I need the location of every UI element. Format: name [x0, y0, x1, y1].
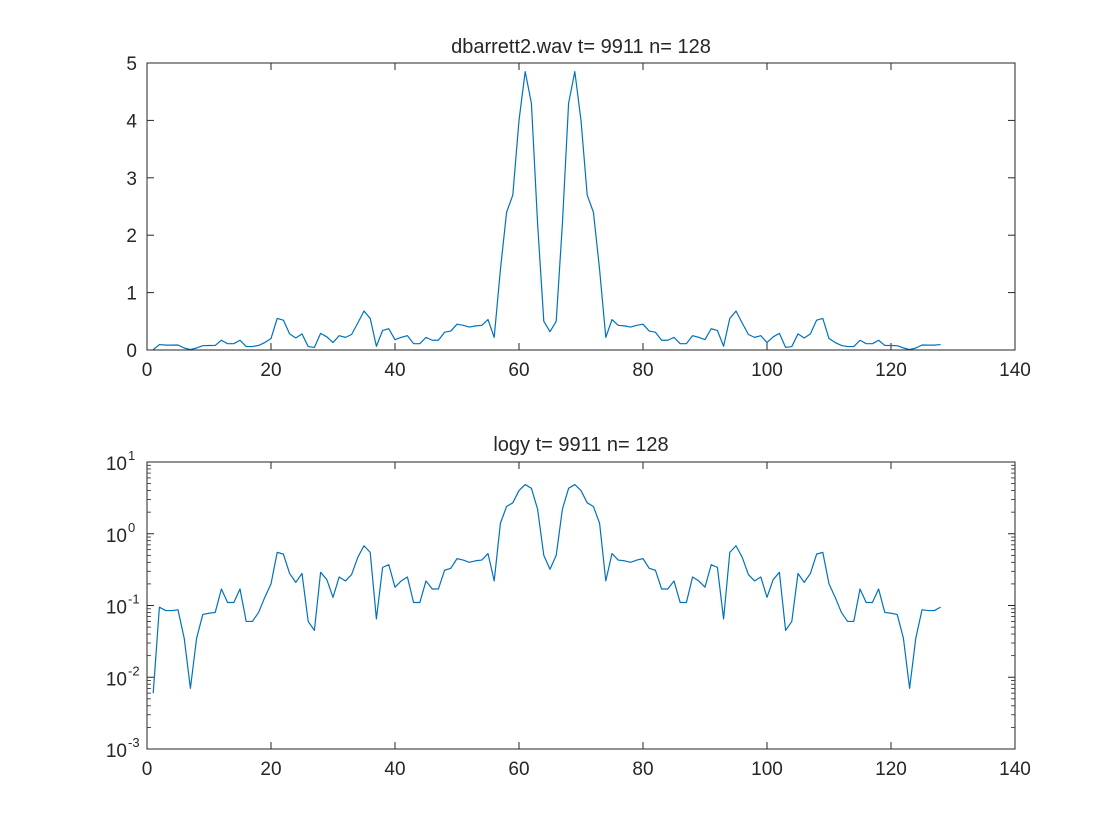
- bottom-x-tick-label: 140: [999, 759, 1031, 780]
- top-y-tick-label: 2: [126, 226, 137, 247]
- top-x-tick-label: 140: [999, 360, 1031, 381]
- top-y-tick-label: 4: [126, 111, 137, 132]
- bottom-y-tick-base: 10: [106, 741, 127, 762]
- bottom-x-tick-label: 20: [260, 759, 281, 780]
- bottom-x-tick-label: 100: [751, 759, 783, 780]
- bottom-x-tick-label: 40: [384, 759, 405, 780]
- bottom-axes-box: [146, 461, 1016, 750]
- bottom-x-tick-label: 120: [875, 759, 907, 780]
- bottom-y-tick-base: 10: [106, 669, 127, 690]
- bottom-x-tick-label: 0: [142, 759, 153, 780]
- bottom-y-tick-base: 10: [106, 526, 127, 547]
- top-series-line: [152, 71, 941, 351]
- top-x-tick-label: 0: [142, 360, 153, 381]
- bottom-y-tick-base: 10: [106, 598, 127, 619]
- bottom-y-tick-label: 10: [106, 526, 127, 547]
- bottom-y-tick-label: 10: [106, 741, 127, 762]
- bottom-axes: logy t= 9911 n= 128 0 20 40 60 80 100 120 14010…: [106, 434, 1031, 780]
- bottom-y-tick-label: 10: [106, 669, 127, 690]
- bottom-series: [152, 483, 941, 694]
- bottom-axis-ticks: [146, 461, 1016, 750]
- bottom-chart-title: logy t= 9911 n= 128: [493, 434, 668, 456]
- bottom-y-tick-exponent: -1: [128, 592, 140, 607]
- top-axis-tick-labels: 0 20 40 60 80 100 120 140 0 1 2 3 4 5: [126, 54, 1030, 381]
- top-y-tick-label: 0: [126, 341, 137, 362]
- top-chart-title: dbarrett2.wav t= 9911 n= 128: [451, 36, 711, 58]
- top-x-tick-label: 80: [632, 360, 653, 381]
- top-y-tick-label: 3: [126, 169, 137, 190]
- bottom-y-tick-label: 10: [106, 454, 127, 475]
- top-series: [152, 71, 941, 351]
- top-axes-box: [146, 62, 1016, 351]
- bottom-y-tick-label: 10: [106, 598, 127, 619]
- bottom-y-tick-exponent: -2: [128, 663, 140, 678]
- top-x-tick-label: 120: [875, 360, 907, 381]
- bottom-y-tick-exponent: 0: [128, 520, 135, 535]
- bottom-y-tick-base: 10: [106, 454, 127, 475]
- top-x-tick-label: 100: [751, 360, 783, 381]
- bottom-x-tick-label: 60: [508, 759, 529, 780]
- bottom-x-tick-label: 80: [632, 759, 653, 780]
- bottom-series-line: [152, 483, 941, 694]
- top-y-tick-label: 5: [126, 54, 137, 75]
- top-x-tick-label: 40: [384, 360, 405, 381]
- bottom-y-tick-exponent: -3: [128, 735, 140, 750]
- top-x-tick-label: 20: [260, 360, 281, 381]
- top-y-tick-label: 1: [126, 284, 137, 305]
- top-axes: dbarrett2.wav t= 9911 n= 128 0 20 40 60 80 10…: [126, 36, 1030, 381]
- bottom-y-tick-exponent: 1: [128, 448, 135, 463]
- top-x-tick-label: 60: [508, 360, 529, 381]
